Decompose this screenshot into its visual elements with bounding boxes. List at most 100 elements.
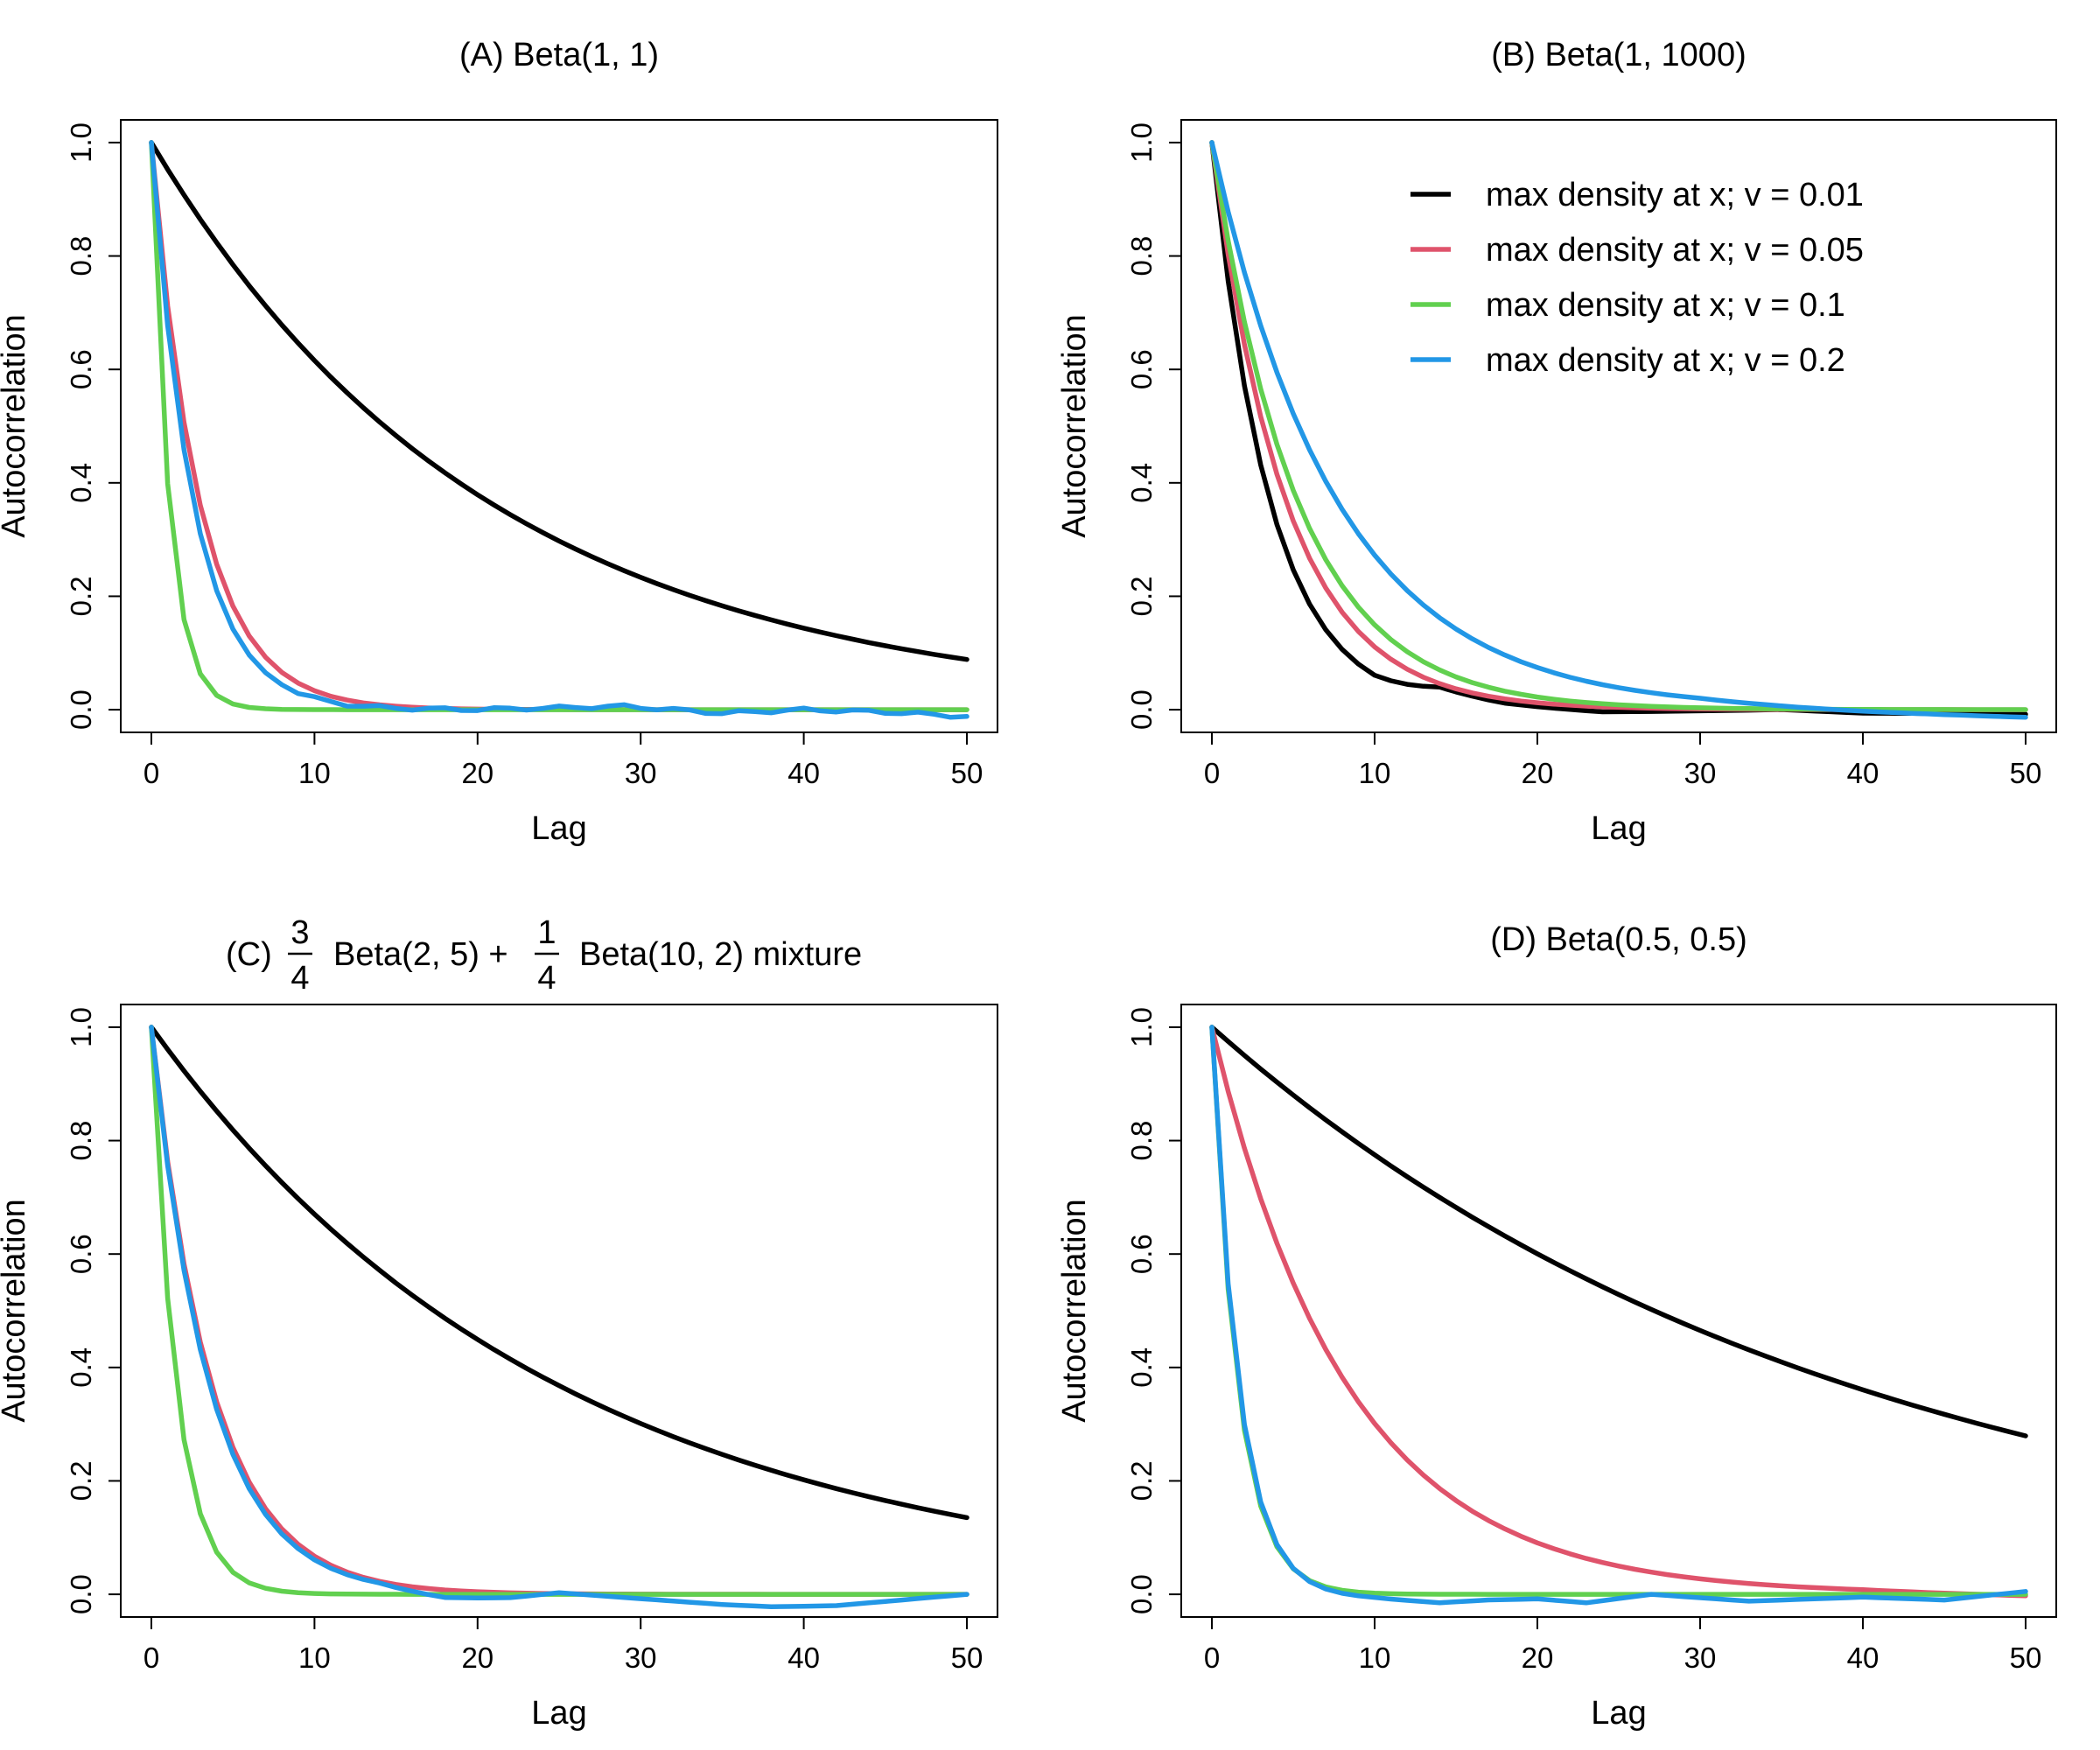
x-tick-label: 40 xyxy=(788,1642,820,1674)
plot-frame xyxy=(1180,1004,2057,1618)
x-tick-label: 0 xyxy=(144,1642,159,1674)
y-tick-label: 0.4 xyxy=(1125,1348,1158,1388)
plot-frame xyxy=(120,1004,998,1618)
title-frac1-num: 3 xyxy=(290,914,309,951)
x-tick-label: 30 xyxy=(625,757,657,789)
y-tick-label: 0.0 xyxy=(65,690,97,730)
x-tick-label: 30 xyxy=(1684,1642,1717,1674)
x-tick-label: 10 xyxy=(298,1642,331,1674)
y-tick-label: 1.0 xyxy=(65,122,97,163)
legend-label: max density at x; v = 0.01 xyxy=(1486,177,1864,214)
y-tick-label: 0.8 xyxy=(1125,236,1158,276)
y-axis-label: Autocorrelation xyxy=(0,1199,32,1423)
y-tick-label: 0.4 xyxy=(65,463,97,503)
y-tick-label: 0.2 xyxy=(65,1461,97,1502)
x-tick-label: 0 xyxy=(1204,757,1220,789)
y-tick-label: 0.0 xyxy=(65,1574,97,1614)
legend-entry: max density at x; v = 0.1 xyxy=(1410,287,1845,324)
y-tick-label: 0.6 xyxy=(1125,349,1158,389)
x-tick-label: 40 xyxy=(1847,757,1880,789)
x-tick-label: 50 xyxy=(2010,1642,2042,1674)
y-tick-label: 0.8 xyxy=(65,1121,97,1161)
x-tick-label: 10 xyxy=(1359,757,1391,789)
y-tick-label: 0.2 xyxy=(1125,1461,1158,1502)
title-mid: Beta(2, 5) + xyxy=(333,936,508,973)
x-tick-label: 30 xyxy=(1684,757,1717,789)
panel-c: 0 10 20 30 40 50 0.0 0.2 0.4 0.6 0.8 1.0 Lag Autocorr… xyxy=(0,914,998,1732)
y-tick-label: 1.0 xyxy=(1125,1007,1158,1047)
plot-frame xyxy=(1180,119,2057,733)
legend: max density at x; v = 0.01 max density at… xyxy=(1410,177,1864,379)
series-line-v-0.05 xyxy=(1209,140,2028,712)
panel-title: (B) Beta(1, 1000) xyxy=(1491,37,1746,74)
legend-label: max density at x; v = 0.05 xyxy=(1486,232,1864,269)
y-axis-label: Autocorrelation xyxy=(1056,1199,1093,1423)
x-tick-label: 10 xyxy=(298,757,331,789)
series-line-v-0.01 xyxy=(149,1025,970,1521)
title-frac1-den: 4 xyxy=(290,960,309,997)
y-tick-label: 0.4 xyxy=(1125,463,1158,503)
x-tick-label: 10 xyxy=(1359,1642,1391,1674)
x-axis-label: Lag xyxy=(1591,1695,1646,1732)
x-tick-label: 40 xyxy=(788,757,820,789)
title-frac2-den: 4 xyxy=(537,960,556,997)
legend-label: max density at x; v = 0.2 xyxy=(1486,342,1845,379)
series-group xyxy=(149,1025,970,1610)
x-tick-label: 30 xyxy=(625,1642,657,1674)
x-tick-label: 40 xyxy=(1847,1642,1880,1674)
title-suffix: Beta(10, 2) mixture xyxy=(579,936,862,973)
series-line-v-0.01 xyxy=(1209,140,2028,718)
series-line-v-0.2 xyxy=(1209,140,2028,720)
y-tick-label: 0.6 xyxy=(65,349,97,389)
x-tick-label: 0 xyxy=(144,757,159,789)
panel-title: (C) 3 4 Beta(2, 5) + 1 4 Beta(10, 2) mixture xyxy=(226,914,862,997)
plot-frame xyxy=(120,119,998,733)
x-tick-label: 0 xyxy=(1204,1642,1220,1674)
y-axis-label: Autocorrelation xyxy=(0,314,32,538)
legend-label: max density at x; v = 0.1 xyxy=(1486,287,1845,324)
series-line-v-0.2 xyxy=(149,1025,970,1610)
series-line-v-0.1 xyxy=(1209,1025,2028,1597)
series-line-v-0.2 xyxy=(149,140,970,720)
y-tick-label: 0.0 xyxy=(1125,1574,1158,1614)
legend-entry: max density at x; v = 0.01 xyxy=(1410,177,1864,214)
series-line-v-0.1 xyxy=(149,140,970,712)
series-line-v-0.05 xyxy=(149,140,970,712)
series-group xyxy=(1209,1025,2028,1606)
title-frac2-num: 1 xyxy=(537,914,556,951)
series-line-v-0.05 xyxy=(1209,1025,2028,1599)
series-line-v-0.1 xyxy=(149,1025,970,1597)
y-tick-label: 0.2 xyxy=(65,577,97,617)
y-tick-label: 1.0 xyxy=(1125,122,1158,163)
title-prefix: (C) xyxy=(226,936,272,973)
series-line-v-0.2 xyxy=(1209,1025,2028,1606)
series-group xyxy=(149,140,970,720)
legend-entry: max density at x; v = 0.2 xyxy=(1410,342,1845,379)
panel-title: (A) Beta(1, 1) xyxy=(459,37,659,74)
x-axis-label: Lag xyxy=(531,810,586,847)
x-tick-label: 20 xyxy=(461,1642,494,1674)
x-tick-label: 20 xyxy=(1522,757,1554,789)
y-tick-label: 1.0 xyxy=(65,1007,97,1047)
y-tick-label: 0.4 xyxy=(65,1348,97,1388)
y-tick-label: 0.6 xyxy=(1125,1234,1158,1274)
panel-title: (D) Beta(0.5, 0.5) xyxy=(1490,921,1747,958)
panel-b: 0 10 20 30 40 50 0.0 0.2 0.4 0.6 0.8 1.0 Lag Autocorr… xyxy=(1056,37,2057,847)
y-tick-label: 0.6 xyxy=(65,1234,97,1274)
series-line-v-0.01 xyxy=(149,140,970,662)
series-group xyxy=(1209,140,2028,720)
y-tick-label: 0.8 xyxy=(65,236,97,276)
y-tick-label: 0.2 xyxy=(1125,577,1158,617)
series-line-v-0.05 xyxy=(149,1025,970,1597)
legend-entry: max density at x; v = 0.05 xyxy=(1410,232,1864,269)
x-axis-label: Lag xyxy=(531,1695,586,1732)
series-line-v-0.01 xyxy=(1209,1025,2028,1438)
x-tick-label: 50 xyxy=(951,757,984,789)
y-tick-label: 0.8 xyxy=(1125,1121,1158,1161)
series-line-v-0.1 xyxy=(1209,140,2028,712)
x-tick-label: 20 xyxy=(1522,1642,1554,1674)
x-tick-label: 50 xyxy=(951,1642,984,1674)
y-axis-label: Autocorrelation xyxy=(1056,314,1093,538)
panel-a: 0 10 20 30 40 50 0.0 0.2 0.4 0.6 0.8 1.0 Lag Autocorr… xyxy=(0,37,998,847)
